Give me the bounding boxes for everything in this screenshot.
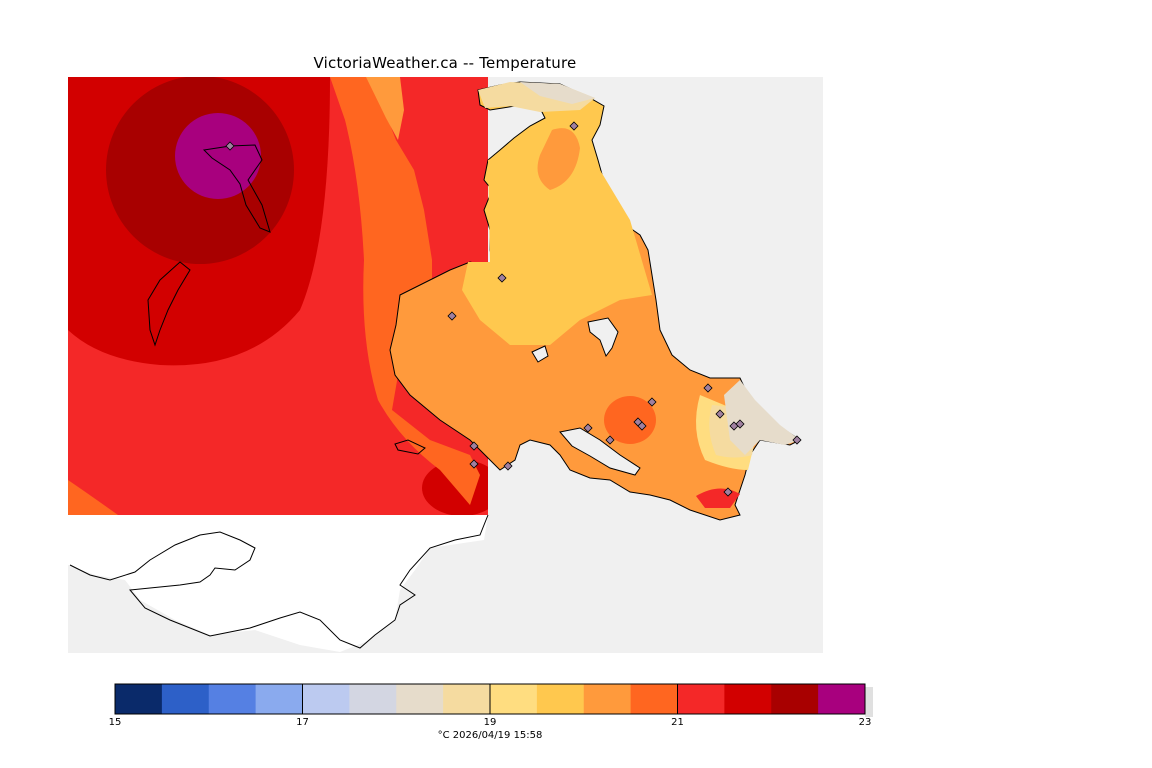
legend-footer: °C 2026/04/19 15:58	[438, 730, 543, 741]
legend-swatch	[302, 684, 350, 714]
station-marker[interactable]	[647, 397, 657, 407]
legend-tick-label: 17	[296, 717, 309, 728]
station-marker[interactable]	[583, 423, 593, 433]
inlet	[559, 427, 641, 476]
station-marker[interactable]	[569, 121, 579, 131]
station-marker[interactable]	[503, 461, 513, 471]
west-island-1	[202, 144, 271, 233]
map-title: VictoriaWeather.ca -- Temperature	[313, 54, 577, 72]
station-marker[interactable]	[735, 419, 745, 429]
south-land	[68, 515, 488, 652]
station-marker[interactable]	[637, 421, 647, 431]
legend-swatch	[255, 684, 303, 714]
legend-tick-label: 23	[859, 717, 872, 728]
small-island	[394, 439, 426, 455]
strait-band-orange	[330, 77, 480, 505]
lake-1	[587, 317, 619, 358]
station-marker[interactable]	[715, 409, 725, 419]
strait-band-light	[366, 77, 404, 140]
station-markers	[225, 121, 802, 497]
lake-2	[531, 345, 549, 363]
station-marker[interactable]	[792, 435, 802, 445]
inland-hotspot	[604, 396, 656, 444]
station-marker[interactable]	[447, 311, 457, 321]
legend-tick-label: 15	[109, 717, 122, 728]
legend-swatch	[818, 684, 866, 714]
station-marker[interactable]	[469, 441, 479, 451]
station-marker[interactable]	[723, 487, 733, 497]
east-cool-zone-grey	[724, 380, 800, 455]
station-marker[interactable]	[497, 273, 507, 283]
legend-swatch	[208, 684, 257, 714]
legend-swatch	[583, 684, 632, 714]
station-marker[interactable]	[605, 435, 615, 445]
legend-swatch	[115, 684, 163, 714]
legend-swatch	[349, 684, 397, 714]
legend-swatch	[161, 684, 210, 714]
north-peak-orange	[537, 128, 580, 190]
station-marker[interactable]	[225, 141, 235, 151]
legend-swatch	[490, 684, 538, 714]
legend-swatch	[630, 684, 678, 714]
legend-swatch	[443, 684, 491, 714]
legend-swatch	[771, 684, 819, 714]
station-marker[interactable]	[703, 383, 713, 393]
legend-swatch	[536, 684, 585, 714]
legend-tick-label: 19	[484, 717, 497, 728]
west-temperature-field	[68, 77, 488, 515]
west-island-2	[147, 261, 191, 347]
station-marker[interactable]	[469, 459, 479, 469]
south-coast	[69, 514, 489, 649]
legend-shadow	[865, 687, 873, 717]
legend-tick-label: 21	[671, 717, 684, 728]
legend-swatch	[396, 684, 444, 714]
legend-swatch	[677, 684, 725, 714]
yellow-zone	[462, 150, 652, 345]
north-tip-pale	[520, 82, 595, 104]
temperature-legend: 15 17 19 21 23	[109, 683, 873, 728]
legend-swatch	[724, 684, 772, 714]
